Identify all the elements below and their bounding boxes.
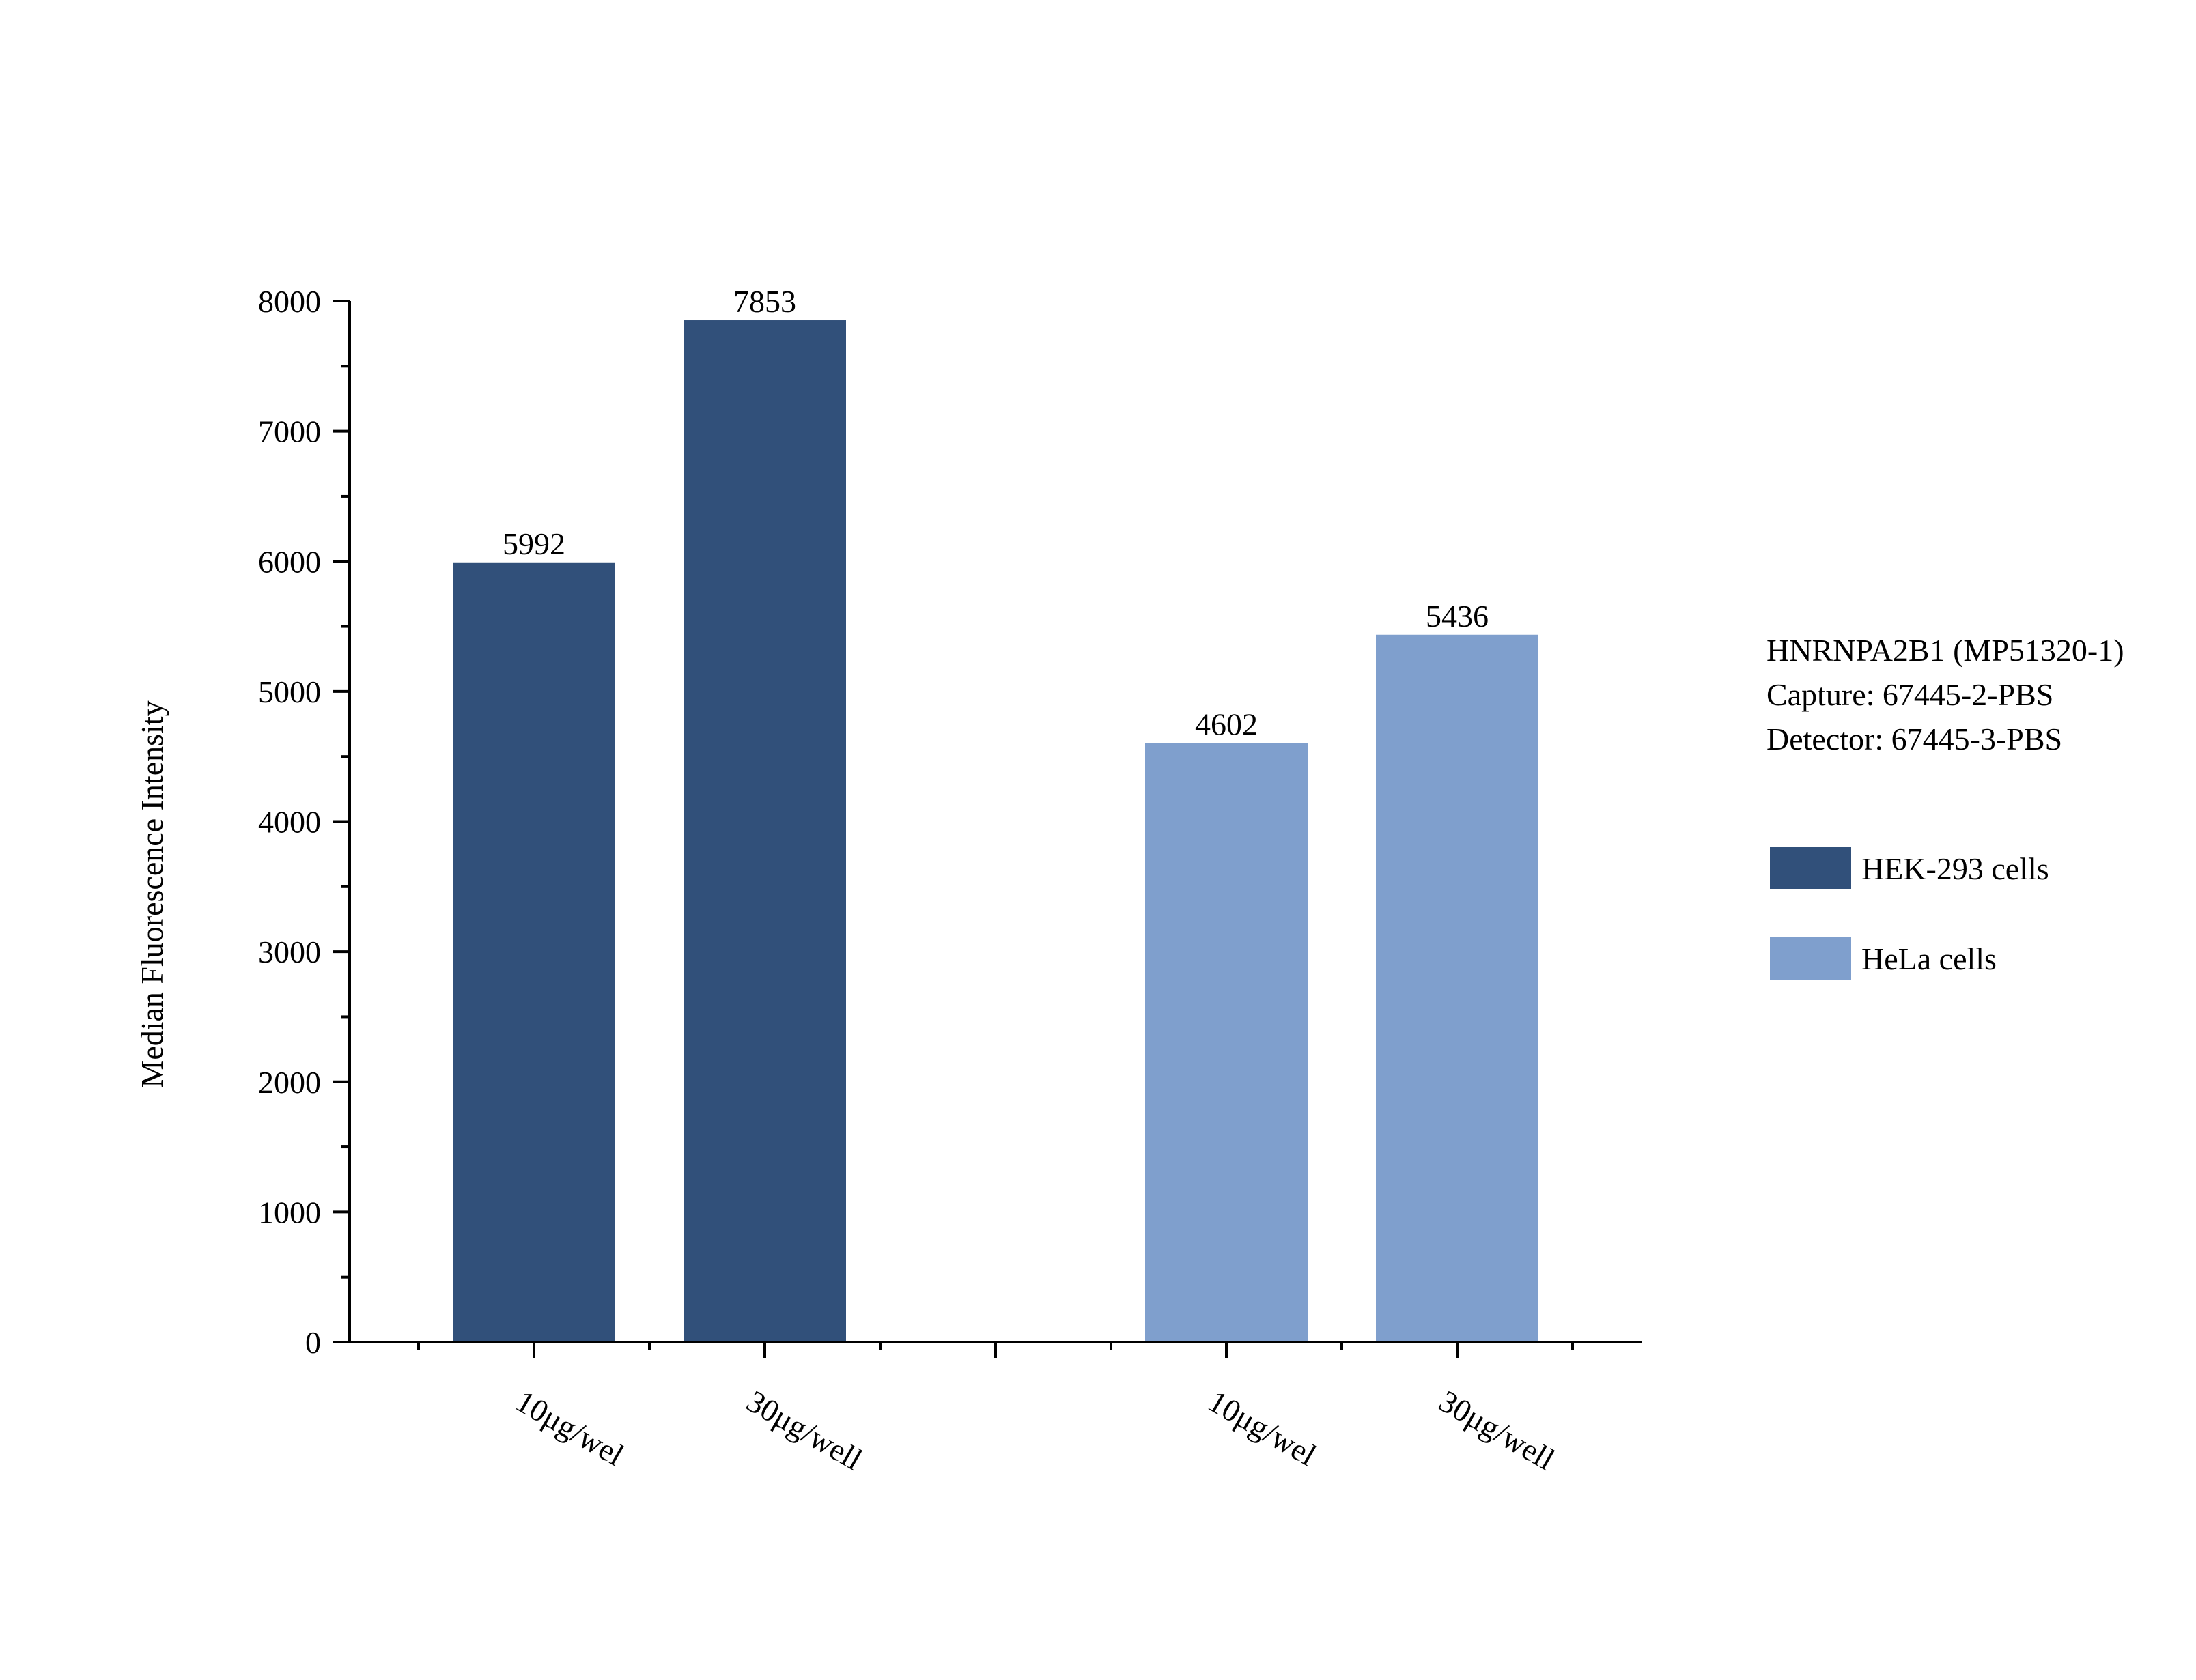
bar	[1376, 634, 1538, 1343]
legend-swatch-hela	[1770, 937, 1851, 980]
y-tick-label: 7000	[258, 414, 321, 449]
data-label: 7853	[733, 284, 796, 319]
category-tick-label: 10μg/wel	[1202, 1383, 1322, 1472]
y-tick-label: 1000	[258, 1195, 321, 1229]
category-tick-label: 10μg/wel	[510, 1383, 630, 1472]
axes-layer: 0 1000 2000 3000 4000 5000 6000 7000 8000	[258, 284, 1642, 1360]
y-tick-label: 8000	[258, 284, 321, 319]
bar	[684, 320, 846, 1343]
data-label: 5436	[1426, 599, 1489, 633]
legend-swatch-hek293	[1770, 847, 1851, 889]
y-tick-label: 4000	[258, 805, 321, 840]
y-tick-label: 0	[305, 1325, 321, 1360]
value-labels-layer: 5992 7853 4602 5436	[503, 284, 1489, 742]
bar	[1145, 743, 1308, 1342]
data-label: 4602	[1195, 707, 1258, 742]
y-tick-label: 2000	[258, 1065, 321, 1100]
y-tick-label: 3000	[258, 935, 321, 969]
y-tick-label: 5000	[258, 674, 321, 709]
legend-label-hela: HeLa cells	[1861, 941, 1997, 976]
y-tick-label: 6000	[258, 544, 321, 579]
annotation-line: Capture: 67445-2-PBS	[1766, 677, 2053, 712]
y-axis-title: Median Fluorescence Intensity	[135, 700, 169, 1087]
category-tick-label: 30μg/well	[1433, 1383, 1560, 1477]
annotation-line: Detector: 67445-3-PBS	[1766, 722, 2062, 756]
annotation-line: HNRNPA2B1 (MP51320-1)	[1766, 633, 2124, 668]
legend: HEK-293 cells HeLa cells	[1770, 847, 2049, 980]
legend-label-hek293: HEK-293 cells	[1861, 851, 2049, 886]
annotation-block: HNRNPA2B1 (MP51320-1) Capture: 67445-2-P…	[1766, 633, 2124, 756]
category-tick-label: 30μg/well	[741, 1383, 868, 1477]
data-label: 5992	[503, 526, 565, 561]
category-labels-layer: 10μg/wel 30μg/well 10μg/wel 30μg/well	[510, 1383, 1560, 1477]
bars-layer	[453, 320, 1538, 1343]
bar	[453, 562, 615, 1342]
